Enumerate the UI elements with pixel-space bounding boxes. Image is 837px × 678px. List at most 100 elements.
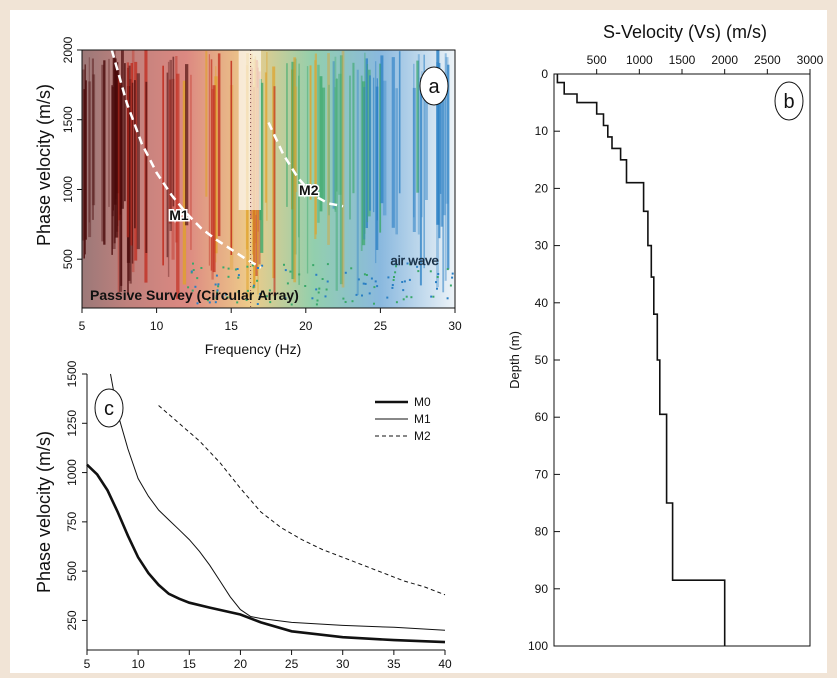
dispersion-streak	[319, 76, 323, 212]
panel-a-ytick-label: 2000	[61, 36, 75, 63]
dispersion-streak	[91, 58, 94, 220]
panel-a-label-badge: a	[419, 66, 449, 106]
panel-a-caption: Passive Survey (Circular Array)	[90, 287, 299, 303]
dispersion-speckle	[316, 299, 319, 302]
dispersion-streak	[211, 89, 214, 280]
panel-c-line-m2	[158, 405, 446, 596]
dispersion-streak	[101, 64, 104, 242]
dispersion-streak	[380, 55, 384, 204]
panel-a-xtick-label: 25	[374, 319, 388, 333]
panel-b-xtick-label: 500	[587, 53, 607, 67]
dispersion-streak	[88, 81, 92, 238]
dispersion-speckle	[215, 274, 218, 277]
dispersion-speckle	[245, 298, 248, 301]
dispersion-streak	[117, 75, 120, 298]
panel-c-xtick-label: 15	[183, 657, 197, 671]
dispersion-speckle	[344, 271, 347, 274]
dispersion-streak	[375, 61, 377, 264]
dispersion-streak	[273, 86, 276, 297]
dispersion-speckle	[351, 300, 354, 303]
dispersion-streak	[83, 89, 85, 259]
dispersion-streak	[111, 87, 114, 217]
dispersion-speckle	[394, 263, 397, 266]
dispersion-speckle	[403, 280, 406, 283]
dispersion-streak	[395, 88, 398, 235]
legend-label-m0: M0	[414, 395, 431, 409]
panel-b-ytick-label: 70	[535, 467, 549, 481]
panel-b-ytick-label: 40	[535, 296, 549, 310]
dispersion-speckle	[373, 302, 375, 305]
dispersion-streak	[134, 61, 138, 261]
dispersion-speckle	[451, 276, 454, 279]
dispersion-streak	[338, 73, 342, 195]
dispersion-speckle	[190, 270, 193, 273]
dispersion-streak	[210, 59, 213, 271]
dispersion-streak	[413, 63, 415, 218]
panel-a-xtick-label: 5	[79, 319, 86, 333]
dispersion-speckle	[259, 293, 262, 295]
dispersion-streak	[264, 72, 267, 203]
dispersion-speckle	[391, 284, 394, 286]
figure: M1 M2 air wave Passive Survey (Circular Ar…	[34, 22, 824, 671]
dispersion-speckle	[222, 266, 225, 269]
dispersion-speckle	[429, 270, 432, 273]
dispersion-streak	[266, 52, 268, 221]
panel-b-ytick-label: 60	[535, 410, 549, 424]
dispersion-speckle	[236, 301, 239, 304]
dispersion-speckle	[290, 303, 293, 306]
panel-c-ytick-label: 250	[65, 610, 79, 630]
panel-b: S-Velocity (Vs) (m/s) 500 1000 1500 2000 250…	[507, 22, 824, 653]
panel-c-xtick-label: 30	[336, 657, 350, 671]
panel-b-ytick-label: 20	[535, 181, 549, 195]
dispersion-streak	[341, 50, 345, 288]
panel-c-ytick-label: 1250	[65, 410, 79, 437]
dispersion-streak	[82, 69, 85, 241]
panel-c-plot-area	[87, 374, 445, 650]
dispersion-speckle	[206, 299, 209, 302]
dispersion-speckle	[355, 293, 358, 296]
panel-a-xtick-label: 20	[299, 319, 313, 333]
dispersion-speckle	[216, 289, 219, 292]
panel-a-ytick-label: 1500	[61, 106, 75, 133]
dispersion-streak	[332, 61, 335, 209]
dispersion-streak	[352, 62, 355, 194]
dispersion-streak	[117, 73, 119, 227]
panel-c-ytick-label: 1500	[65, 360, 79, 387]
dispersion-speckle	[192, 262, 194, 265]
dispersion-speckle	[227, 267, 230, 270]
dispersion-speckle	[246, 265, 249, 268]
dispersion-streak	[436, 50, 440, 225]
dispersion-streak	[214, 76, 218, 254]
dispersion-streak	[423, 54, 425, 269]
dispersion-streak	[334, 87, 336, 211]
dispersion-speckle	[258, 296, 261, 298]
dispersion-streak	[126, 62, 130, 238]
dispersion-speckle	[365, 274, 368, 276]
panel-b-ytick-label: 30	[535, 239, 549, 253]
dispersion-streak	[162, 65, 164, 266]
dispersion-speckle	[416, 265, 419, 268]
panel-c-xtick-label: 25	[285, 657, 299, 671]
dispersion-speckle	[251, 264, 254, 267]
dispersion-speckle	[252, 284, 255, 287]
vs-profile-line	[556, 74, 726, 646]
dispersion-speckle	[417, 270, 420, 273]
dispersion-speckle	[261, 264, 264, 267]
panel-a-curve-m2	[267, 121, 344, 208]
panel-c-xtick-label: 10	[131, 657, 145, 671]
panel-b-label: b	[783, 91, 794, 113]
dispersion-streak	[128, 65, 131, 281]
dispersion-streak	[145, 81, 148, 253]
dispersion-streak	[166, 72, 169, 258]
dispersion-speckle	[326, 280, 329, 283]
dispersion-speckle	[392, 279, 395, 281]
dispersion-streak	[176, 73, 180, 300]
dispersion-speckle	[436, 287, 438, 290]
dispersion-speckle	[315, 273, 318, 276]
dispersion-speckle	[246, 289, 249, 292]
panel-b-ytick-label: 80	[535, 525, 549, 539]
dispersion-streak	[136, 73, 140, 250]
dispersion-streak	[363, 87, 366, 240]
panel-a-xtick-label: 30	[448, 319, 462, 333]
dispersion-streak	[298, 63, 300, 285]
